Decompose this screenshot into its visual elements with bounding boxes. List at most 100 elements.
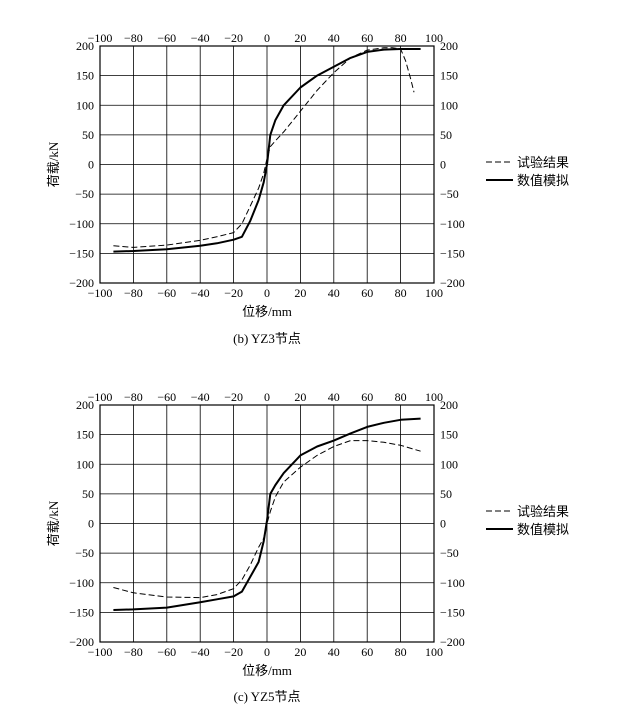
y-tick-label: 50 <box>82 487 94 501</box>
x-axis-label: 位移/mm <box>242 663 292 678</box>
y-tick-label: 200 <box>76 39 94 53</box>
x-tick-label-top: 0 <box>264 31 270 45</box>
y-tick-label-right: −50 <box>440 546 459 560</box>
x-tick-label: 80 <box>395 645 407 659</box>
y-tick-label-right: −150 <box>440 605 465 619</box>
x-tick-label-top: −20 <box>224 390 243 404</box>
y-tick-label: 0 <box>88 158 94 172</box>
y-tick-label-right: 150 <box>440 69 458 83</box>
y-tick-label-right: 0 <box>440 517 446 531</box>
y-tick-label-right: 50 <box>440 128 452 142</box>
y-tick-label-right: −150 <box>440 246 465 260</box>
y-tick-label: −200 <box>69 276 94 290</box>
y-tick-label-right: −200 <box>440 635 465 649</box>
x-tick-label-top: 60 <box>361 390 373 404</box>
plot-frame <box>99 45 435 284</box>
x-tick-label-top: −60 <box>157 31 176 45</box>
y-tick-label: −50 <box>75 187 94 201</box>
x-tick-label-top: 80 <box>395 390 407 404</box>
x-tick-label: 40 <box>328 286 340 300</box>
y-tick-label: 150 <box>76 428 94 442</box>
y-tick-label: 50 <box>82 128 94 142</box>
x-tick-label: −20 <box>224 645 243 659</box>
x-tick-label-top: −80 <box>124 31 143 45</box>
y-axis-label: 荷载/kN <box>46 141 61 187</box>
chart-2: −100−100−80−80−60−60−40−40−20−2000202040… <box>46 390 569 704</box>
x-tick-label-top: 20 <box>294 31 306 45</box>
x-tick-label: −60 <box>157 645 176 659</box>
y-tick-label: −50 <box>75 546 94 560</box>
x-tick-label-top: −100 <box>88 390 113 404</box>
y-tick-label-right: −50 <box>440 187 459 201</box>
x-tick-label-top: 20 <box>294 390 306 404</box>
x-tick-label: −20 <box>224 286 243 300</box>
x-tick-label-top: 100 <box>425 31 443 45</box>
x-axis-label: 位移/mm <box>242 304 292 319</box>
x-tick-label: 0 <box>264 286 270 300</box>
series-line-test-result <box>113 440 421 599</box>
chart-caption: (b) YZ3节点 <box>233 331 301 346</box>
y-tick-label-right: −100 <box>440 217 465 231</box>
x-tick-label: 20 <box>294 286 306 300</box>
x-tick-label-top: 60 <box>361 31 373 45</box>
y-tick-label: −200 <box>69 635 94 649</box>
chart-1: −100−100−80−80−60−60−40−40−20−2000202040… <box>46 31 569 346</box>
x-tick-label: 0 <box>264 645 270 659</box>
x-tick-label-top: −80 <box>124 390 143 404</box>
chart-caption: (c) YZ5节点 <box>233 689 300 704</box>
y-tick-label: 100 <box>76 98 94 112</box>
x-tick-label-top: 0 <box>264 390 270 404</box>
legend-label: 试验结果 <box>517 504 569 519</box>
x-tick-label: 40 <box>328 645 340 659</box>
y-tick-label: −100 <box>69 217 94 231</box>
y-tick-label-right: 100 <box>440 98 458 112</box>
y-tick-label-right: 200 <box>440 39 458 53</box>
x-tick-label: −40 <box>191 286 210 300</box>
x-tick-label-top: −40 <box>191 390 210 404</box>
legend-label: 数值模拟 <box>517 173 569 188</box>
y-tick-label: 0 <box>88 517 94 531</box>
x-tick-label-top: 40 <box>328 31 340 45</box>
plot-frame <box>99 404 435 643</box>
x-tick-label: 100 <box>425 645 443 659</box>
x-tick-label: 60 <box>361 645 373 659</box>
y-tick-label: −100 <box>69 576 94 590</box>
y-axis-label: 荷载/kN <box>46 500 61 546</box>
y-tick-label: −150 <box>69 605 94 619</box>
x-tick-label-top: 100 <box>425 390 443 404</box>
x-tick-label: −100 <box>88 645 113 659</box>
series-line-simulation <box>113 48 421 253</box>
y-tick-label-right: −100 <box>440 576 465 590</box>
y-tick-label-right: 200 <box>440 398 458 412</box>
x-tick-label-top: −100 <box>88 31 113 45</box>
y-tick-label: −150 <box>69 246 94 260</box>
x-tick-label-top: −60 <box>157 390 176 404</box>
x-tick-label: −80 <box>124 645 143 659</box>
y-tick-label: 100 <box>76 457 94 471</box>
x-tick-label: 100 <box>425 286 443 300</box>
x-tick-label-top: 80 <box>395 31 407 45</box>
x-tick-label: −100 <box>88 286 113 300</box>
x-tick-label: −40 <box>191 645 210 659</box>
y-tick-label-right: 100 <box>440 457 458 471</box>
x-tick-label-top: 40 <box>328 390 340 404</box>
x-tick-label: 20 <box>294 645 306 659</box>
y-tick-label-right: 50 <box>440 487 452 501</box>
x-tick-label-top: −40 <box>191 31 210 45</box>
x-tick-label: −60 <box>157 286 176 300</box>
y-tick-label: 200 <box>76 398 94 412</box>
x-tick-label: 80 <box>395 286 407 300</box>
legend-label: 试验结果 <box>517 155 569 170</box>
y-tick-label: 150 <box>76 69 94 83</box>
y-tick-label-right: −200 <box>440 276 465 290</box>
y-tick-label-right: 150 <box>440 428 458 442</box>
series-line-simulation <box>113 417 421 611</box>
x-tick-label-top: −20 <box>224 31 243 45</box>
x-tick-label: −80 <box>124 286 143 300</box>
y-tick-label-right: 0 <box>440 158 446 172</box>
series-line-test-result <box>113 47 415 248</box>
legend-label: 数值模拟 <box>517 522 569 537</box>
